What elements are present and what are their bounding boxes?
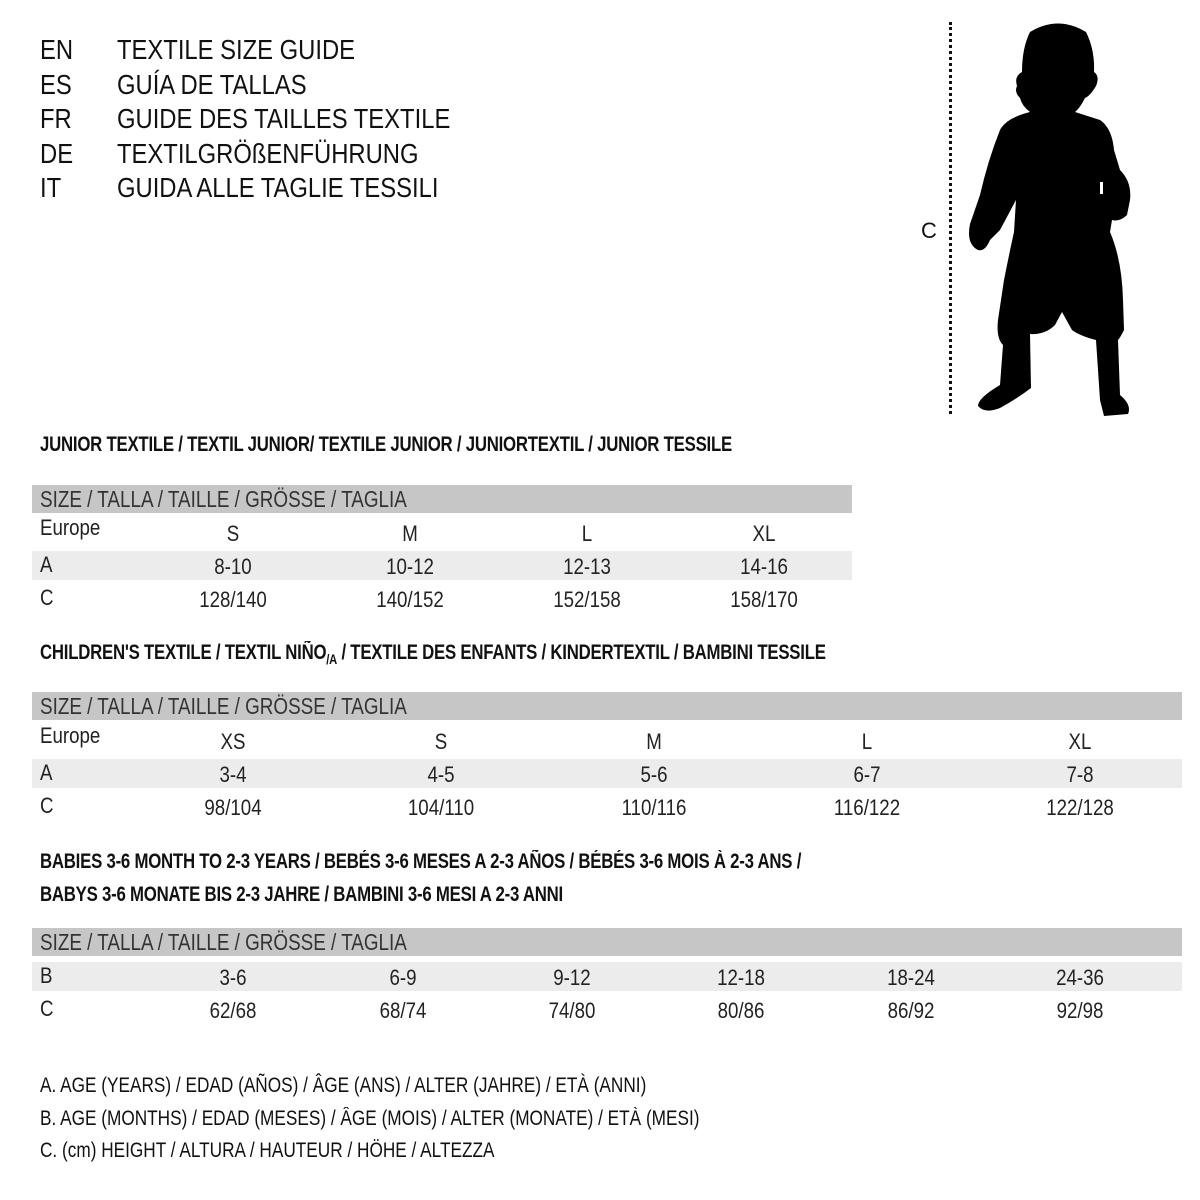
section-title-subscript: /A xyxy=(326,651,338,667)
size-cell: M xyxy=(402,521,418,546)
size-cell: 152/158 xyxy=(553,587,621,612)
size-cell: XL xyxy=(752,521,776,546)
section-title: JUNIOR TEXTILE / TEXTIL JUNIOR/ TEXTILE … xyxy=(40,432,905,458)
size-cell: L xyxy=(861,729,873,754)
size-header-label: SIZE / TALLA / TAILLE / GRÖSSE / TAGLIA xyxy=(40,693,407,719)
size-header-bar: SIZE / TALLA / TAILLE / GRÖSSE / TAGLIA xyxy=(32,485,852,513)
row-label: Europe xyxy=(40,515,101,540)
row-label: B xyxy=(40,963,53,988)
size-cell: 14-16 xyxy=(740,554,788,579)
size-cell: 6-9 xyxy=(389,965,417,990)
language-code: EN xyxy=(40,34,74,65)
size-cell: 116/122 xyxy=(833,795,901,820)
size-cell: 12-13 xyxy=(563,554,611,579)
child-silhouette-icon xyxy=(969,23,1131,416)
size-cell: 110/116 xyxy=(621,795,687,820)
size-cell: 74/80 xyxy=(548,998,596,1023)
section-title-text: CHILDREN'S TEXTILE / TEXTIL NIÑO/A / TEX… xyxy=(40,640,826,672)
size-header-label: SIZE / TALLA / TAILLE / GRÖSSE / TAGLIA xyxy=(40,486,407,512)
section-title-line2: BABYS 3-6 MONATE BIS 2-3 JAHRE / BAMBINI… xyxy=(40,882,694,908)
height-dotted-line xyxy=(949,22,952,414)
section-title: BABIES 3-6 MONTH TO 2-3 YEARS / BEBÉS 3-… xyxy=(40,849,991,875)
size-cell: 158/170 xyxy=(730,587,798,612)
legend-line: C. (cm) HEIGHT / ALTURA / HAUTEUR / HÖHE… xyxy=(40,1138,594,1164)
size-cell: 7-8 xyxy=(1066,762,1094,787)
section-title-text: JUNIOR TEXTILE / TEXTIL JUNIOR/ TEXTILE … xyxy=(40,432,732,458)
language-code: ES xyxy=(40,68,72,100)
size-cell: 62/68 xyxy=(209,998,257,1023)
size-cell: 98/104 xyxy=(204,795,262,820)
size-cell: 68/74 xyxy=(379,998,427,1023)
size-cell: 24-36 xyxy=(1056,965,1104,990)
size-cell: S xyxy=(226,521,240,546)
row-label: A xyxy=(40,760,53,785)
section-title-rest: / TEXTILE DES ENFANTS / KINDERTEXTIL / B… xyxy=(337,641,826,664)
legend-line: A. AGE (YEARS) / EDAD (AÑOS) / ÂGE (ANS)… xyxy=(40,1073,779,1099)
size-cell: 122/128 xyxy=(1046,795,1114,820)
section-title-main: BABIES 3-6 MONTH TO 2-3 YEARS / BEBÉS 3-… xyxy=(40,850,802,873)
section-title-line2-text: BABYS 3-6 MONATE BIS 2-3 JAHRE / BAMBINI… xyxy=(40,883,563,906)
legend-text: B. AGE (MONTHS) / EDAD (MESES) / ÂGE (MO… xyxy=(40,1106,700,1130)
language-title: TEXTILE SIZE GUIDE xyxy=(117,34,356,65)
size-cell: 6-7 xyxy=(853,762,881,787)
language-code: FR xyxy=(40,103,72,134)
size-cell: 5-6 xyxy=(640,762,668,787)
alt-row-bg xyxy=(32,551,852,580)
row-label: C xyxy=(40,585,54,610)
size-cell: 86/92 xyxy=(887,998,935,1023)
size-cell: 4-5 xyxy=(427,762,455,787)
row-label: Europe xyxy=(40,723,101,748)
size-cell: XL xyxy=(1068,729,1092,754)
language-title: GUIDE DES TAILLES TEXTILE xyxy=(117,103,451,134)
size-cell: 9-12 xyxy=(553,965,591,990)
alt-row-bg xyxy=(32,759,1182,788)
language-code: DE xyxy=(40,137,74,169)
section-title-text: BABIES 3-6 MONTH TO 2-3 YEARS / BEBÉS 3-… xyxy=(40,849,801,875)
language-title: TEXTILGRÖßENFÜHRUNG xyxy=(117,137,419,169)
size-header-bar: SIZE / TALLA / TAILLE / GRÖSSE / TAGLIA xyxy=(32,692,1182,720)
size-cell: 3-4 xyxy=(219,762,247,787)
row-label: A xyxy=(40,552,53,577)
size-header-bar: SIZE / TALLA / TAILLE / GRÖSSE / TAGLIA xyxy=(32,928,1182,956)
section-title-main: CHILDREN'S TEXTILE / TEXTIL NIÑO xyxy=(40,641,327,664)
legend-line: B. AGE (MONTHS) / EDAD (MESES) / ÂGE (MO… xyxy=(40,1106,844,1132)
size-cell: 140/152 xyxy=(376,587,444,612)
size-cell: 92/98 xyxy=(1056,998,1104,1023)
size-header-label: SIZE / TALLA / TAILLE / GRÖSSE / TAGLIA xyxy=(40,929,407,955)
row-label: C xyxy=(40,996,54,1021)
size-cell: L xyxy=(581,521,593,546)
size-cell: 80/86 xyxy=(717,998,765,1023)
size-cell: 18-24 xyxy=(887,965,935,990)
size-cell: 8-10 xyxy=(214,554,252,579)
alt-row-bg xyxy=(32,962,1182,991)
language-title: GUIDA ALLE TAGLIE TESSILI xyxy=(117,172,439,203)
section-title: CHILDREN'S TEXTILE / TEXTIL NIÑO/A / TEX… xyxy=(40,640,1022,672)
size-cell: S xyxy=(434,729,448,754)
size-cell: 12-18 xyxy=(717,965,765,990)
size-cell: 128/140 xyxy=(199,587,267,612)
size-cell: 104/110 xyxy=(407,795,475,820)
size-cell: M xyxy=(646,729,662,754)
section-title-main: JUNIOR TEXTILE / TEXTIL JUNIOR/ TEXTILE … xyxy=(40,433,732,456)
measure-label: C xyxy=(921,218,937,243)
row-label: C xyxy=(40,793,54,818)
language-code: IT xyxy=(40,172,62,203)
language-title: GUÍA DE TALLAS xyxy=(117,68,307,100)
size-cell: 3-6 xyxy=(219,965,247,990)
size-cell: XS xyxy=(220,729,246,754)
legend-text: A. AGE (YEARS) / EDAD (AÑOS) / ÂGE (ANS)… xyxy=(40,1074,647,1097)
legend-text: C. (cm) HEIGHT / ALTURA / HAUTEUR / HÖHE… xyxy=(40,1139,495,1162)
size-cell: 10-12 xyxy=(386,554,434,579)
